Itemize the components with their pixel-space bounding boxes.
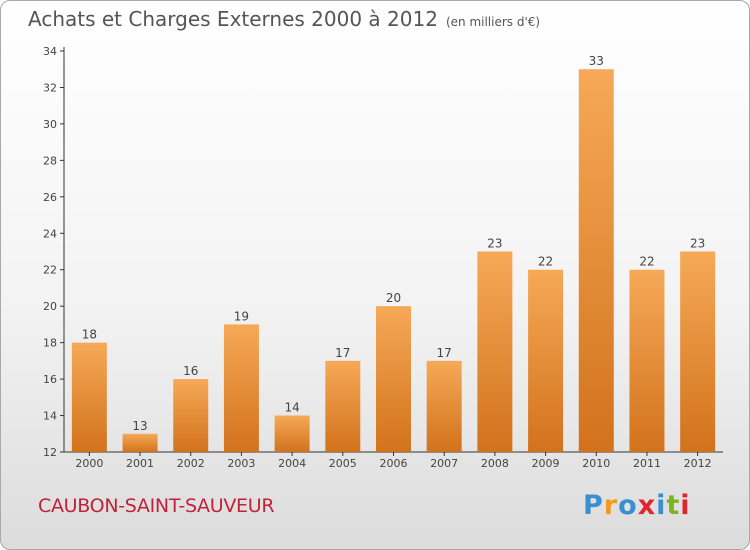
x-tick-label: 2012 [684,457,712,470]
chart-title-text: Achats et Charges Externes 2000 à 2012 [28,7,438,31]
value-label: 20 [386,291,401,305]
y-tick-label: 32 [43,81,57,94]
x-tick-label: 2001 [126,457,154,470]
bar-2000 [71,342,107,452]
logo-letter: x [637,490,657,521]
logo-letter: P [583,490,604,521]
value-label: 33 [589,54,604,68]
bar-2004 [274,415,310,452]
bar-2002 [173,379,209,452]
x-tick-label: 2011 [633,457,661,470]
y-tick-label: 14 [43,410,57,423]
y-tick-label: 34 [43,45,57,58]
x-tick-label: 2009 [532,457,560,470]
x-tick-label: 2005 [329,457,357,470]
x-tick-label: 2000 [75,457,103,470]
bar-2007 [426,360,462,452]
value-label: 22 [538,255,553,269]
x-tick-label: 2004 [278,457,306,470]
bar-2003 [223,324,259,452]
commune-name: CAUBON-SAINT-SAUVEUR [38,495,275,517]
bar-2011 [629,269,665,452]
value-label: 17 [437,346,452,360]
y-tick-label: 22 [43,264,57,277]
logo-letter: i [656,490,667,521]
y-tick-label: 24 [43,227,57,240]
value-label: 13 [132,419,147,433]
x-tick-label: 2006 [380,457,408,470]
bar-2001 [122,433,158,452]
y-tick-label: 18 [43,337,57,350]
value-label: 16 [183,364,198,378]
value-label: 19 [234,309,249,323]
chart-title: Achats et Charges Externes 2000 à 2012 (e… [28,7,540,31]
value-label: 17 [335,346,350,360]
value-label: 23 [690,237,705,251]
value-label: 23 [487,237,502,251]
bar-2005 [325,360,361,452]
x-tick-label: 2008 [481,457,509,470]
x-tick-label: 2003 [227,457,255,470]
value-label: 22 [639,255,654,269]
x-tick-label: 2010 [582,457,610,470]
proxiti-logo: Proxiti [583,490,691,521]
y-tick-label: 16 [43,373,57,386]
value-label: 14 [284,401,299,415]
logo-letter: o [618,490,638,521]
y-tick-label: 28 [43,154,57,167]
y-tick-label: 26 [43,191,57,204]
y-tick-label: 20 [43,300,57,313]
value-label: 18 [82,328,97,342]
bar-2012 [680,251,716,452]
logo-letter: i [680,490,691,521]
logo-letter: t [666,490,681,521]
bar-2009 [528,269,564,452]
bar-2006 [376,306,411,452]
y-tick-label: 12 [43,446,57,459]
logo-letter: r [603,490,619,521]
unit-note: (en milliers d'€) [445,15,541,29]
x-tick-label: 2002 [177,457,205,470]
y-tick-label: 30 [43,118,57,131]
bar-2008 [477,251,513,452]
bar-2010 [578,69,614,453]
x-tick-label: 2007 [430,457,458,470]
